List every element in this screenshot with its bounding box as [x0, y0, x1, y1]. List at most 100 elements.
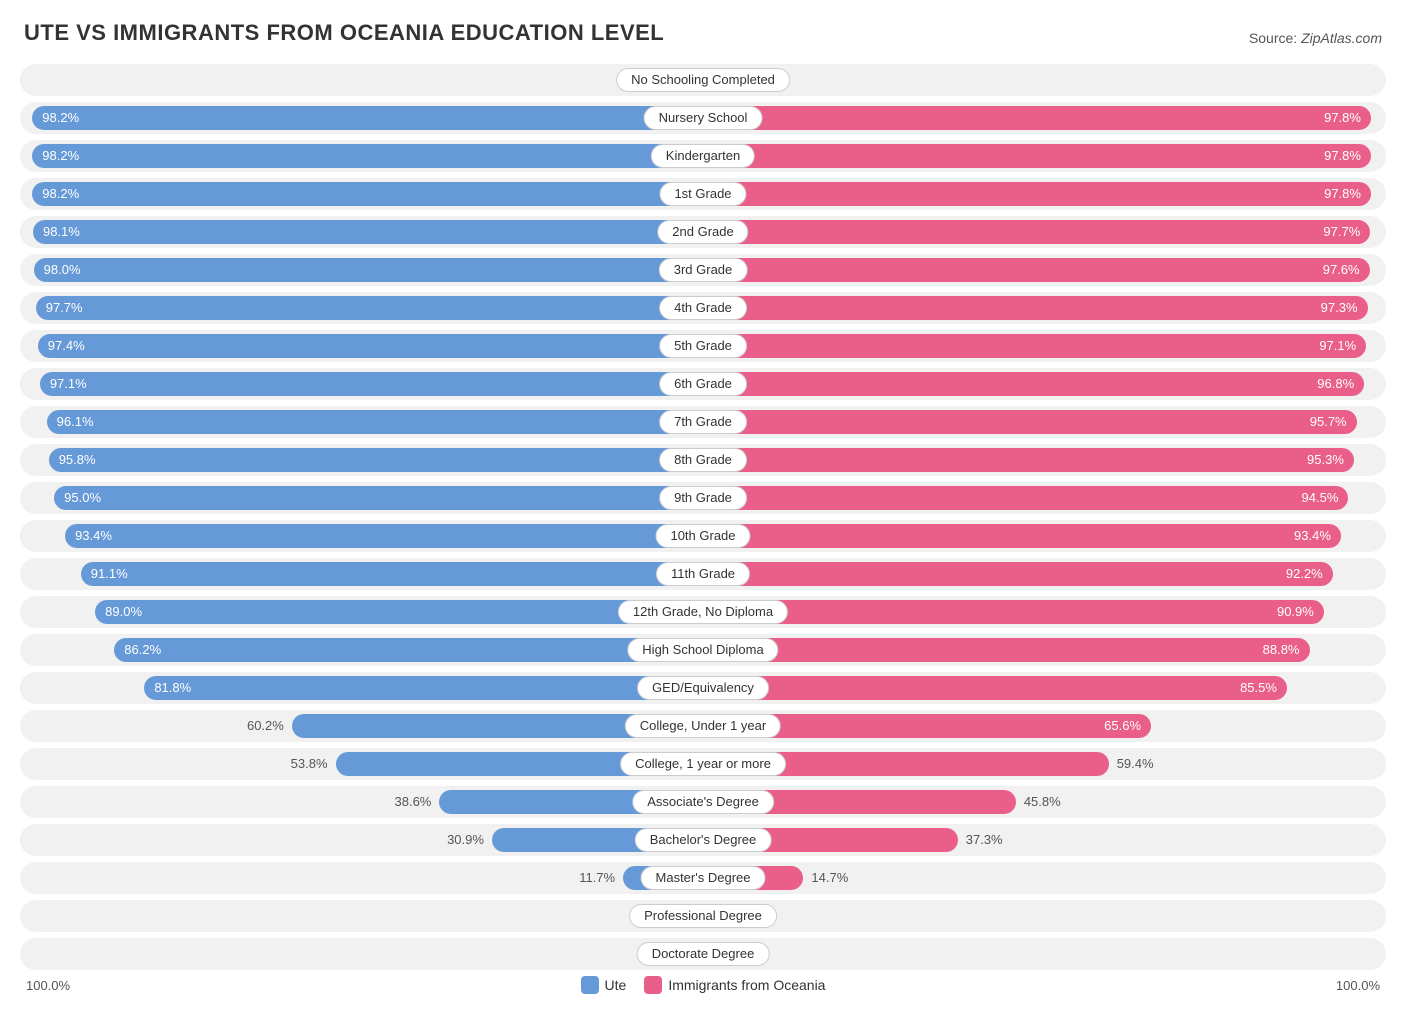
bar-value-right: 59.4%	[1109, 748, 1162, 780]
bar-left: 98.1%	[33, 220, 703, 244]
category-label: Bachelor's Degree	[635, 828, 772, 852]
bar-value-right: 88.8%	[1253, 638, 1310, 662]
bar-half-left: 95.0%	[20, 482, 703, 514]
bar-left: 97.4%	[38, 334, 703, 358]
bar-half-left: 97.7%	[20, 292, 703, 324]
source-value: ZipAtlas.com	[1301, 30, 1382, 46]
bar-half-left: 95.8%	[20, 444, 703, 476]
bar-value-left: 98.1%	[33, 220, 90, 244]
category-label: 4th Grade	[659, 296, 747, 320]
bar-right: 92.2%	[703, 562, 1333, 586]
bar-left: 98.2%	[32, 106, 703, 130]
bar-value-left: 60.2%	[239, 710, 292, 742]
bar-value-left: 53.8%	[283, 748, 336, 780]
chart-row: 11.7% 14.7% Master's Degree	[20, 862, 1386, 894]
bar-value-right: 37.3%	[958, 824, 1011, 856]
bar-value-left: 86.2%	[114, 638, 171, 662]
diverging-bar-chart: 2.3%2.2%No Schooling Completed98.2%97.8%…	[20, 64, 1386, 970]
bar-left: 96.1%	[47, 410, 703, 434]
bar-value-right: 95.7%	[1300, 410, 1357, 434]
axis-label-right: 100.0%	[1336, 978, 1380, 993]
bar-value-right: 97.8%	[1314, 106, 1371, 130]
bar-half-left: 2.3%	[20, 64, 703, 96]
bar-value-right: 95.3%	[1297, 448, 1354, 472]
category-label: High School Diploma	[627, 638, 778, 662]
category-label: No Schooling Completed	[616, 68, 790, 92]
bar-left: 93.4%	[65, 524, 703, 548]
chart-row: 53.8%59.4%College, 1 year or more	[20, 748, 1386, 780]
bar-half-right: 45.8%	[703, 786, 1386, 818]
bar-value-right: 14.7%	[803, 862, 856, 894]
bar-left: 95.8%	[49, 448, 703, 472]
bar-half-left: 2.0%	[20, 938, 703, 970]
bar-right: 90.9%	[703, 600, 1324, 624]
axis-label-left: 100.0%	[26, 978, 70, 993]
category-label: Kindergarten	[651, 144, 755, 168]
chart-row: 95.8% 95.3% 8th Grade	[20, 444, 1386, 476]
bar-right: 94.5%	[703, 486, 1348, 510]
category-label: 5th Grade	[659, 334, 747, 358]
bar-half-right: 96.8%	[703, 368, 1386, 400]
bar-half-left: 86.2%	[20, 634, 703, 666]
bar-left: 81.8%	[144, 676, 703, 700]
bar-half-right: 95.3%	[703, 444, 1386, 476]
legend-item-right: Immigrants from Oceania	[644, 976, 825, 994]
chart-footer: 100.0% Ute Immigrants from Oceania 100.0…	[20, 976, 1386, 994]
bar-left: 97.7%	[36, 296, 703, 320]
bar-left: 95.0%	[54, 486, 703, 510]
bar-left: 97.1%	[40, 372, 703, 396]
bar-value-left: 97.7%	[36, 296, 93, 320]
bar-right: 85.5%	[703, 676, 1287, 700]
bar-half-left: 53.8%	[20, 748, 703, 780]
category-label: 7th Grade	[659, 410, 747, 434]
bar-right: 95.7%	[703, 410, 1357, 434]
bar-right: 97.3%	[703, 296, 1368, 320]
bar-left: 98.0%	[34, 258, 703, 282]
bar-value-left: 98.0%	[34, 258, 91, 282]
source-label: Source:	[1249, 30, 1301, 46]
bar-half-right: 14.7%	[703, 862, 1386, 894]
category-label: Master's Degree	[641, 866, 766, 890]
bar-right: 97.7%	[703, 220, 1370, 244]
chart-row: 4.0%4.6%Professional Degree	[20, 900, 1386, 932]
legend-swatch-left	[581, 976, 599, 994]
bar-half-right: 37.3%	[703, 824, 1386, 856]
bar-value-right: 97.3%	[1311, 296, 1368, 320]
chart-row: 93.4%93.4%10th Grade	[20, 520, 1386, 552]
bar-half-right: 97.7%	[703, 216, 1386, 248]
bar-half-right: 90.9%	[703, 596, 1386, 628]
chart-row: 86.2% 88.8% High School Diploma	[20, 634, 1386, 666]
bar-value-right: 96.8%	[1307, 372, 1364, 396]
bar-half-right: 97.1%	[703, 330, 1386, 362]
bar-half-left: 93.4%	[20, 520, 703, 552]
bar-half-left: 30.9%	[20, 824, 703, 856]
bar-value-right: 90.9%	[1267, 600, 1324, 624]
bar-value-left: 91.1%	[81, 562, 138, 586]
bar-value-left: 93.4%	[65, 524, 122, 548]
legend-label-right: Immigrants from Oceania	[668, 977, 825, 993]
bar-value-right: 92.2%	[1276, 562, 1333, 586]
bar-half-right: 92.2%	[703, 558, 1386, 590]
bar-half-left: 11.7%	[20, 862, 703, 894]
bar-half-right: 97.8%	[703, 178, 1386, 210]
category-label: 8th Grade	[659, 448, 747, 472]
legend-label-left: Ute	[605, 977, 627, 993]
chart-row: 30.9% 37.3% Bachelor's Degree	[20, 824, 1386, 856]
bar-value-right: 94.5%	[1292, 486, 1349, 510]
bar-left: 86.2%	[114, 638, 703, 662]
legend-item-left: Ute	[581, 976, 627, 994]
chart-row: 38.6%45.8%Associate's Degree	[20, 786, 1386, 818]
chart-row: 98.2%97.8%1st Grade	[20, 178, 1386, 210]
bar-value-left: 95.8%	[49, 448, 106, 472]
bar-value-left: 97.4%	[38, 334, 95, 358]
category-label: Professional Degree	[629, 904, 777, 928]
bar-value-right: 97.6%	[1313, 258, 1370, 282]
legend-swatch-right	[644, 976, 662, 994]
bar-half-left: 60.2%	[20, 710, 703, 742]
bar-value-left: 30.9%	[439, 824, 492, 856]
bar-left: 91.1%	[81, 562, 703, 586]
category-label: 12th Grade, No Diploma	[618, 600, 788, 624]
bar-half-right: 97.6%	[703, 254, 1386, 286]
bar-half-right: 59.4%	[703, 748, 1386, 780]
bar-right: 97.6%	[703, 258, 1370, 282]
